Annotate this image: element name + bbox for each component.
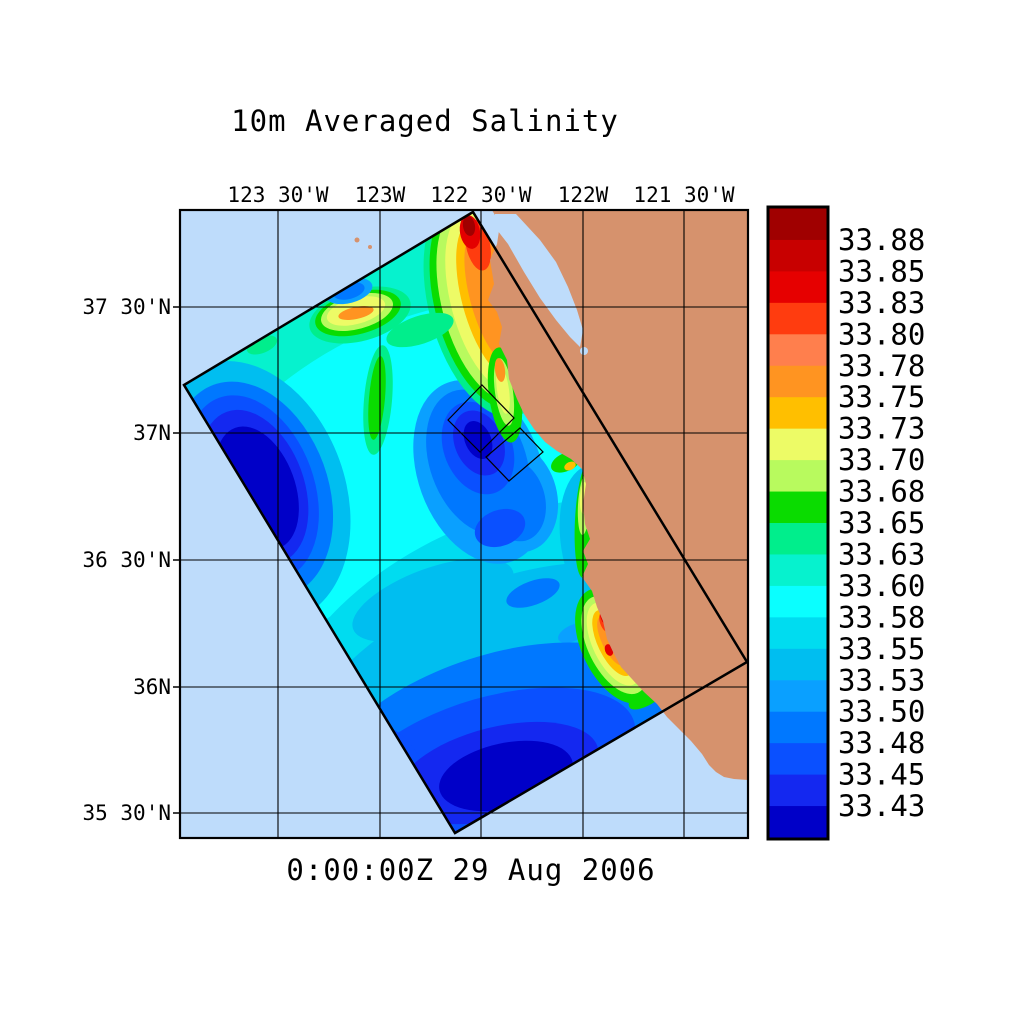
survey-box-1: [447, 384, 515, 453]
colorbar-segment: [769, 648, 827, 681]
colorbar-frame: [766, 205, 830, 841]
colorbar-tick-label: 33.68: [838, 475, 925, 509]
colorbar-tick-label: 33.73: [838, 412, 925, 446]
colorbar-segment: [769, 806, 827, 839]
colorbar-tick-label: 33.88: [838, 223, 925, 257]
colorbar-segment: [769, 302, 827, 335]
latitude-tick-label: 35 30'N: [82, 801, 171, 825]
colorbar-tick-label: 33.60: [838, 569, 925, 603]
colorbar: [769, 208, 827, 839]
longitude-tick-label: 121 30'W: [633, 183, 735, 207]
colorbar-tick-label: 33.65: [838, 506, 925, 540]
colorbar-segment: [769, 554, 827, 587]
colorbar-labels: 33.8833.8533.8333.8033.7833.7533.7333.70…: [838, 223, 925, 823]
axis-labels: 123 30'W 123W 122 30'W 122W 121 30'W 37 30'N 3…: [82, 183, 734, 825]
farallon-island: [354, 237, 360, 243]
latitude-tick-label: 37 30'N: [82, 295, 171, 319]
colorbar-tick-label: 33.53: [838, 663, 925, 697]
colorbar-segment: [769, 523, 827, 556]
colorbar-segment: [769, 397, 827, 430]
latitude-tick-label: 36 30'N: [82, 548, 171, 572]
san-francisco-bay: [494, 214, 583, 347]
colorbar-tick-label: 33.58: [838, 600, 925, 634]
colorbar-tick-label: 33.45: [838, 758, 925, 792]
colorbar-segment: [769, 208, 827, 241]
colorbar-segment: [769, 428, 827, 461]
offshore-salinity-patch: [309, 277, 454, 455]
colorbar-tick-label: 33.50: [838, 695, 925, 729]
colorbar-segment: [769, 334, 827, 367]
colorbar-tick-label: 33.63: [838, 537, 925, 571]
longitude-tick-label: 122W: [558, 183, 609, 207]
land: [488, 210, 748, 780]
colorbar-tick-label: 33.80: [838, 317, 925, 351]
longitude-tick-label: 122 30'W: [430, 183, 532, 207]
latitude-tick-label: 36N: [133, 675, 171, 699]
longitude-tick-label: 123 30'W: [227, 183, 329, 207]
colorbar-tick-label: 33.48: [838, 726, 925, 760]
plot-frame: [178, 208, 750, 840]
colorbar-segment: [769, 491, 827, 524]
latitude-tick-label: 37N: [133, 421, 171, 445]
colorbar-tick-label: 33.75: [838, 380, 925, 414]
colorbar-tick-label: 33.55: [838, 632, 925, 666]
longitude-tick-label: 123W: [355, 183, 406, 207]
plot-title: 10m Averaged Salinity: [231, 104, 619, 138]
colorbar-segment: [769, 365, 827, 398]
colorbar-tick-label: 33.85: [838, 254, 925, 288]
colorbar-segment: [769, 711, 827, 744]
gridlines: [180, 210, 748, 838]
colorbar-segment: [769, 239, 827, 272]
colorbar-segment: [769, 743, 827, 776]
colorbar-tick-label: 33.83: [838, 286, 925, 320]
colorbar-segment: [769, 617, 827, 650]
colorbar-segment: [769, 585, 827, 618]
survey-box-2: [485, 427, 544, 482]
farallon-island: [368, 245, 372, 249]
bay-arm: [580, 347, 588, 355]
colorbar-segment: [769, 680, 827, 713]
colorbar-segment: [769, 271, 827, 304]
timestamp-label: 0:00:00Z 29 Aug 2006: [286, 853, 655, 887]
colorbar-tick-label: 33.70: [838, 443, 925, 477]
colorbar-tick-label: 33.43: [838, 789, 925, 823]
colorbar-segment: [769, 460, 827, 493]
colorbar-tick-label: 33.78: [838, 349, 925, 383]
colorbar-segment: [769, 774, 827, 807]
